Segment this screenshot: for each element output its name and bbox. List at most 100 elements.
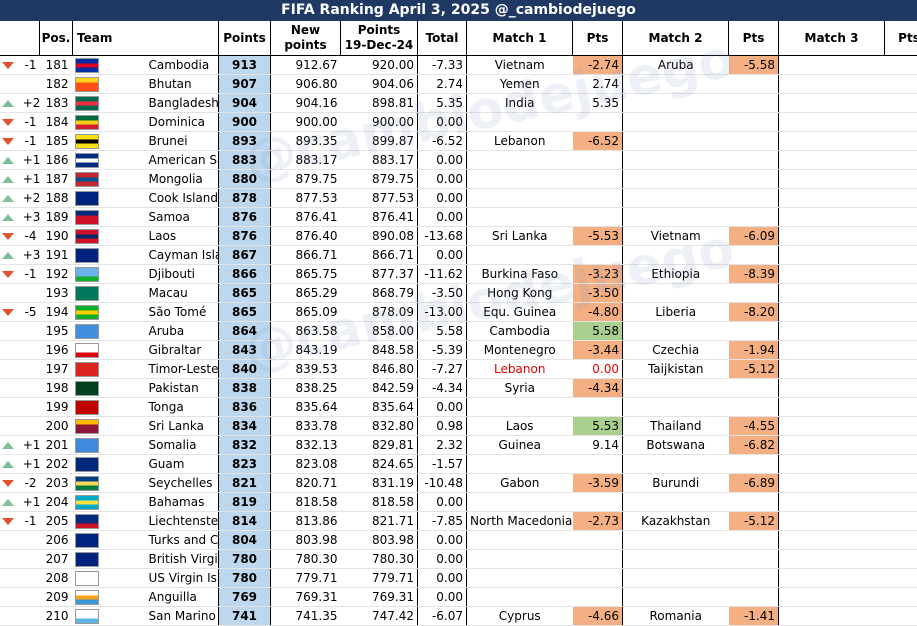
new-points: 906.80 — [271, 75, 341, 94]
total-change: 0.00 — [418, 493, 467, 512]
new-points: 904.16 — [271, 94, 341, 113]
match2-opponent — [623, 246, 729, 265]
match2-points — [729, 379, 779, 398]
match2-points — [729, 151, 779, 170]
rank-change: +1 — [20, 436, 40, 455]
position: 210 — [40, 607, 73, 626]
old-points: 920.00 — [341, 56, 418, 75]
match3-opponent — [779, 607, 885, 626]
flag-icon — [75, 438, 99, 453]
position: 195 — [40, 322, 73, 341]
match2-opponent: Romania — [623, 607, 729, 626]
match1-points: 5.58 — [573, 322, 623, 341]
total-change: -13.00 — [418, 303, 467, 322]
flag-cell — [73, 398, 146, 417]
flag-cell — [73, 265, 146, 284]
match1-opponent: Syria — [467, 379, 573, 398]
old-points: 835.64 — [341, 398, 418, 417]
match1-opponent — [467, 170, 573, 189]
match1-points — [573, 170, 623, 189]
match1-points — [573, 113, 623, 132]
old-points: 848.58 — [341, 341, 418, 360]
points: 741 — [219, 607, 271, 626]
position: 206 — [40, 531, 73, 550]
match3-points — [885, 607, 917, 626]
flag-icon — [75, 514, 99, 529]
team-name: Bangladesh — [146, 94, 219, 113]
rank-change-arrow — [0, 284, 20, 303]
rank-change: -1 — [20, 56, 40, 75]
match2-opponent: Botswana — [623, 436, 729, 455]
match3-points — [885, 569, 917, 588]
position: 188 — [40, 189, 73, 208]
arrow-up-icon — [2, 214, 14, 221]
match2-points — [729, 132, 779, 151]
old-points: 818.58 — [341, 493, 418, 512]
total-change: 2.74 — [418, 75, 467, 94]
match1-opponent: Vietnam — [467, 56, 573, 75]
team-name: São Tomé — [146, 303, 219, 322]
arrow-up-icon — [2, 461, 14, 468]
arrow-down-icon — [2, 518, 14, 525]
points: 900 — [219, 113, 271, 132]
flag-cell — [73, 569, 146, 588]
rank-change-arrow — [0, 322, 20, 341]
rank-change: +1 — [20, 455, 40, 474]
arrow-down-icon — [2, 233, 14, 240]
team-name: Bhutan — [146, 75, 219, 94]
new-points: 780.30 — [271, 550, 341, 569]
flag-cell — [73, 607, 146, 626]
points: 865 — [219, 284, 271, 303]
match2-opponent — [623, 455, 729, 474]
match2-opponent — [623, 132, 729, 151]
team-name: Sri Lanka — [146, 417, 219, 436]
flag-icon — [75, 58, 99, 73]
match2-opponent — [623, 208, 729, 227]
match3-points — [885, 284, 917, 303]
old-points: 829.81 — [341, 436, 418, 455]
total-change: 0.98 — [418, 417, 467, 436]
match3-points — [885, 265, 917, 284]
team-name: Cambodia — [146, 56, 219, 75]
points: 866 — [219, 265, 271, 284]
old-points: 780.30 — [341, 550, 418, 569]
flag-icon — [75, 533, 99, 548]
arrow-up-icon — [2, 176, 14, 183]
team-name: Cayman Islands — [146, 246, 219, 265]
team-name: Brunei — [146, 132, 219, 151]
match2-opponent — [623, 170, 729, 189]
match2-points — [729, 246, 779, 265]
rank-change: -1 — [20, 132, 40, 151]
total-change: -3.50 — [418, 284, 467, 303]
team-name: British Virgin I. — [146, 550, 219, 569]
rank-change-arrow — [0, 94, 20, 113]
match2-opponent: Kazakhstan — [623, 512, 729, 531]
flag-cell — [73, 379, 146, 398]
rank-change-arrow — [0, 474, 20, 493]
rank-change-arrow — [0, 151, 20, 170]
flag-cell — [73, 208, 146, 227]
match1-opponent — [467, 398, 573, 417]
flag-icon — [75, 400, 99, 415]
match1-points: 5.35 — [573, 94, 623, 113]
rank-change: -4 — [20, 227, 40, 246]
rank-change-arrow — [0, 75, 20, 94]
rank-change-arrow — [0, 170, 20, 189]
old-points: 779.71 — [341, 569, 418, 588]
rank-change — [20, 75, 40, 94]
team-name: Somalia — [146, 436, 219, 455]
match2-points: -5.58 — [729, 56, 779, 75]
flag-cell — [73, 588, 146, 607]
match1-opponent: Sri Lanka — [467, 227, 573, 246]
match1-points — [573, 455, 623, 474]
match3-opponent — [779, 227, 885, 246]
team-name: Dominica — [146, 113, 219, 132]
total-change: -7.27 — [418, 360, 467, 379]
old-points: 877.37 — [341, 265, 418, 284]
team-name: San Marino — [146, 607, 219, 626]
total-change: 0.00 — [418, 170, 467, 189]
match1-opponent: Equ. Guinea — [467, 303, 573, 322]
